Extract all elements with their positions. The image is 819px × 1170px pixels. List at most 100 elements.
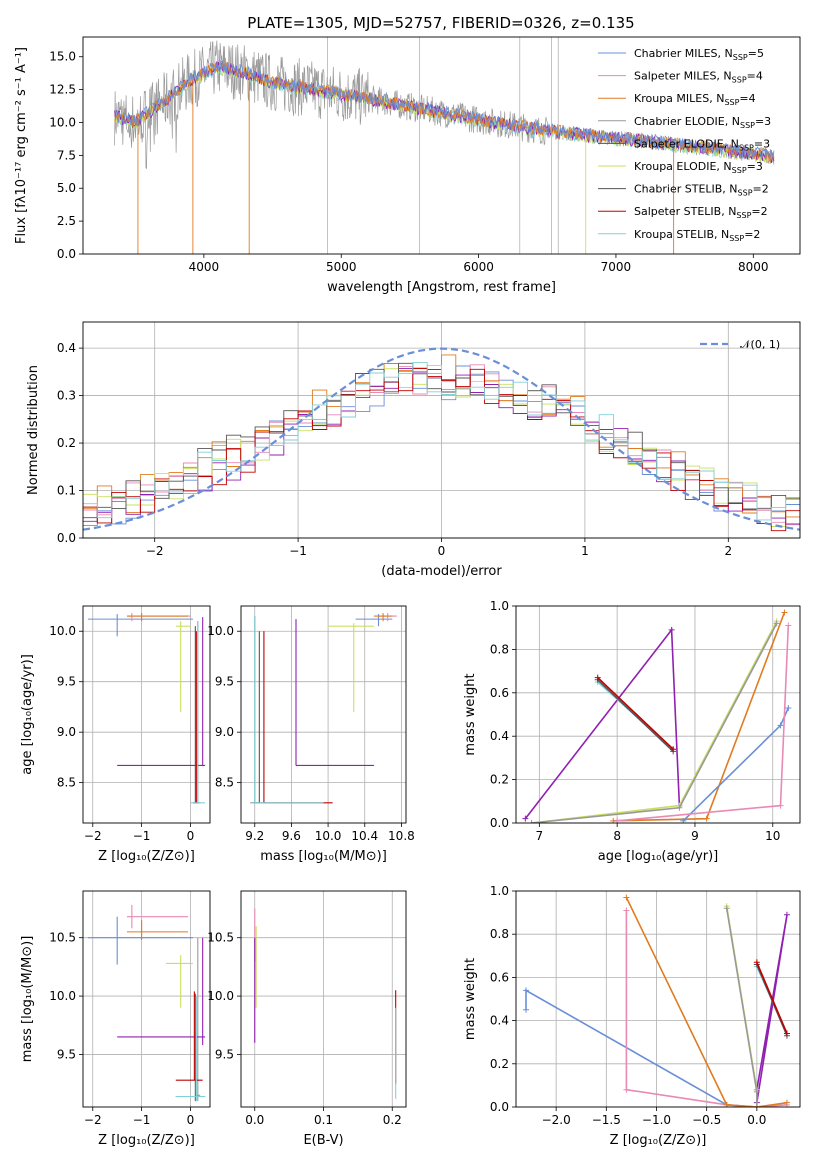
y-tick-label: 9.5 (57, 1047, 76, 1061)
weight-marker (753, 1088, 760, 1095)
weight-line (597, 679, 674, 752)
y-tick-label: 0.0 (490, 816, 509, 830)
axes-frame (82, 36, 801, 255)
legend-label: 𝒩(0, 1) (740, 338, 780, 351)
y-tick-label: 0.3 (57, 389, 76, 403)
y-tick-label: 10.0 (49, 989, 76, 1003)
y-tick-label: 0.6 (490, 970, 509, 984)
panel-age-weight: 7 8 9 10 0.0 0.2 0.4 0.6 0.8 1.0 age [log₁₀(age/yr… (463, 599, 801, 864)
y-tick-label: 0.2 (57, 436, 76, 450)
weight-marker (528, 820, 535, 823)
weight-marker (781, 609, 788, 616)
weight-marker (668, 626, 675, 633)
y-tick-label: 8.5 (57, 776, 76, 790)
x-tick-label: 0 (438, 544, 446, 558)
legend-label: Chabrier STELIB, NSSP=2 (634, 183, 769, 198)
figure-title: PLATE=1305, MJD=52757, FIBERID=0326, z=0… (247, 14, 634, 32)
weight-marker (785, 622, 792, 629)
y-tick-label: 0.4 (490, 729, 509, 743)
weight-line (524, 627, 681, 820)
weight-marker (623, 907, 630, 914)
weight-marker (783, 1099, 790, 1106)
weight-marker (522, 815, 529, 822)
x-tick-label: −0.5 (692, 1113, 721, 1127)
weight-line (725, 908, 758, 1107)
y-tick-label: 8.5 (215, 776, 234, 790)
x-tick-label: 1 (581, 544, 589, 558)
weight-line (625, 897, 788, 1107)
x-axis-label: E(B-V) (303, 1133, 343, 1148)
y-tick-label: 0.1 (57, 484, 76, 498)
x-tick-label: 10.8 (388, 829, 415, 843)
weight-marker (676, 804, 683, 811)
axes-frame (515, 605, 801, 824)
y-tick-label: 9.5 (215, 675, 234, 689)
x-tick-label: 0.1 (314, 1113, 333, 1127)
y-tick-label: 10.0 (207, 624, 234, 638)
x-tick-label: 10 (765, 829, 780, 843)
y-tick-label: 1.0 (490, 599, 509, 613)
y-tick-label: 0.0 (490, 1100, 509, 1114)
x-tick-label: 5000 (326, 260, 357, 274)
normal-curve (83, 347, 800, 531)
x-tick-label: 6000 (463, 260, 494, 274)
x-tick-label: 9.2 (245, 829, 264, 843)
y-axis-label: mass weight (463, 958, 478, 1040)
weight-line (756, 961, 788, 1034)
x-tick-label: 0.0 (245, 1113, 264, 1127)
y-tick-label: 5.0 (57, 181, 76, 195)
panel-z-mass: −2 −1 0 9.5 10.0 10.5 Z [log₁₀(Z/Z⊙)] mass [log… (20, 890, 211, 1148)
legend-label: Salpeter STELIB, NSSP=2 (634, 205, 768, 220)
y-tick-label: 0.6 (490, 686, 509, 700)
spectrum-data-line (114, 40, 775, 169)
legend-label: Chabrier MILES, NSSP=5 (634, 47, 764, 62)
weight-line (525, 989, 757, 1107)
y-tick-label: 9.5 (57, 675, 76, 689)
spectrum-legend: Chabrier MILES, NSSP=5 Salpeter MILES, NS… (598, 47, 771, 243)
x-axis-label: age [log₁₀(age/yr)] (598, 849, 719, 864)
y-tick-label: 0.0 (57, 247, 76, 261)
weight-line (756, 964, 788, 1037)
x-tick-label: 9 (691, 829, 699, 843)
x-tick-label: 10.0 (315, 829, 342, 843)
x-tick-label: 0 (187, 829, 195, 843)
weight-marker (753, 959, 760, 966)
legend-label: Kroupa ELODIE, NSSP=3 (634, 160, 763, 175)
weight-marker (783, 911, 790, 918)
x-tick-label: 4000 (189, 260, 220, 274)
x-axis-label: mass [log₁₀(M/M⊙)] (260, 849, 387, 864)
y-tick-label: 9.0 (215, 725, 234, 739)
y-tick-label: 10.0 (49, 624, 76, 638)
panel-z-weight: −2.0 −1.5 −1.0 −0.5 0.0 0.0 0.2 0.4 0.6 0.8 1.0 Z [… (463, 884, 801, 1148)
x-axis-label: (data-model)/error (381, 564, 502, 579)
weight-line (756, 914, 788, 1103)
y-axis-label: mass weight (463, 673, 478, 755)
x-tick-label: −2 (84, 1113, 102, 1127)
y-axis-label: Normed distribution (26, 365, 41, 495)
weight-marker (523, 987, 530, 994)
panel-ebv-mass: 0.0 0.1 0.2 9.5 10.0 10.5 E(B-V) (207, 890, 407, 1148)
axes-frame (82, 890, 211, 1108)
x-tick-label: 8 (613, 829, 621, 843)
weight-line (597, 677, 674, 750)
weight-marker (773, 620, 780, 627)
axes-frame (515, 890, 801, 1108)
panel-z-age: −2 −1 0 8.5 9.0 9.5 10.0 Z [log₁₀(Z/Z⊙)] age [lo… (20, 605, 211, 864)
weight-marker (785, 704, 792, 711)
weight-marker (703, 815, 710, 822)
weight-marker (777, 802, 784, 809)
x-axis-label: wavelength [Angstrom, rest frame] (327, 280, 556, 295)
y-tick-label: 2.5 (57, 214, 76, 228)
axes-frame (240, 890, 407, 1108)
weight-marker (723, 905, 730, 912)
x-tick-label: 7000 (601, 260, 632, 274)
y-tick-label: 0.4 (57, 341, 76, 355)
legend-label: Salpeter MILES, NSSP=4 (634, 70, 763, 85)
x-tick-label: 10.4 (351, 829, 378, 843)
x-tick-label: −2 (146, 544, 164, 558)
x-tick-label: 8000 (738, 260, 769, 274)
histogram-step (83, 361, 800, 528)
x-tick-label: 0 (187, 1113, 195, 1127)
x-tick-label: 9.6 (282, 829, 301, 843)
